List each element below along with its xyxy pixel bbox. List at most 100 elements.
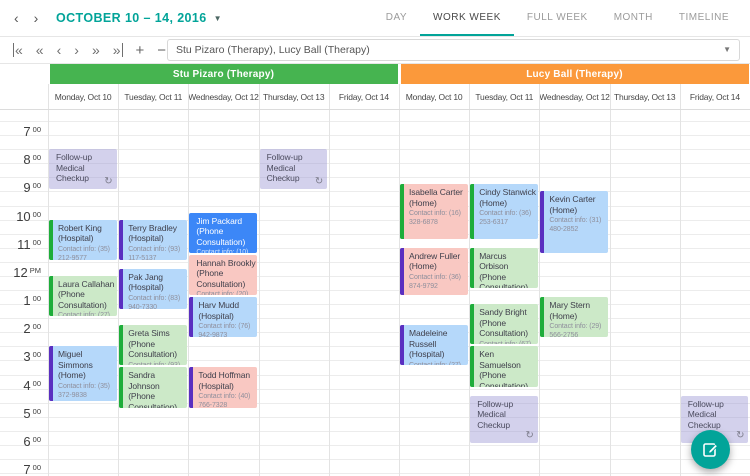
appointment[interactable]: Laura Callahan (Phone Consultation) Conta… — [49, 275, 117, 317]
appointment[interactable]: Miguel Simmons (Home) Contact info: (35) … — [49, 346, 117, 401]
tab-full-week[interactable]: FULL WEEK — [526, 12, 588, 23]
appointment[interactable]: Terry Bradley (Hospital) Contact info: (9… — [119, 219, 187, 260]
tab-work-week[interactable]: WORK WEEK — [420, 0, 514, 36]
appointment-status-strip — [189, 297, 194, 338]
time-minutes: 00 — [32, 181, 41, 191]
appointment-contact-info: Contact info: (35) 372-9838 — [58, 382, 110, 399]
appointment[interactable]: Isabella Carter (Home) Contact info: (16)… — [400, 184, 468, 239]
grid-line — [118, 84, 120, 476]
appointment-title: Pak Jang (Hospital) — [128, 271, 164, 293]
appointment-status-strip — [470, 184, 475, 239]
appointment-status-strip — [119, 268, 124, 310]
appointment[interactable]: Mary Stern (Home) Contact info: (29) 566-… — [540, 297, 609, 338]
appointment-contact-info: Contact info: (35) 212-9577 — [58, 245, 110, 260]
tab-month[interactable]: MONTH — [613, 12, 653, 23]
go-to-start-icon[interactable]: « — [13, 42, 23, 58]
appointment-status-strip — [540, 191, 545, 253]
grid-line — [0, 473, 750, 475]
appointment-contact-info: Contact info: (40) 766-7328 — [198, 393, 251, 408]
time-label: 7 00 — [0, 123, 41, 139]
time-hour: 6 — [23, 433, 31, 449]
resource-filter-select[interactable]: Stu Pizaro (Therapy), Lucy Ball (Therapy… — [167, 39, 740, 61]
appointment-status-strip — [470, 346, 475, 387]
appointment-contact-info: Contact info: (27) — [58, 312, 110, 317]
appointment[interactable]: Marcus Orbison (Phone Consultation)Conta… — [470, 247, 538, 288]
grid-line — [0, 332, 750, 334]
appointment-status-strip — [400, 325, 404, 366]
recurrence-icon: ↻ — [525, 429, 534, 441]
appointment[interactable]: Ken Samuelson (Phone Consultation)Contac… — [470, 346, 538, 387]
appointment[interactable]: Cindy Stanwick (Home) Contact info: (36) … — [470, 184, 538, 239]
appointment-status-strip — [119, 219, 124, 260]
appointment-contact-info: Contact info: (29) 566-2756 — [549, 323, 602, 338]
grid-line — [0, 290, 750, 292]
step-forward-icon[interactable]: › — [74, 42, 79, 58]
time-minutes: 00 — [32, 125, 41, 134]
appointment-status-strip — [119, 325, 124, 366]
grid-line — [0, 261, 750, 263]
grid-line — [0, 191, 750, 193]
appointment[interactable]: Follow-up Medical Checkup ↻ — [259, 149, 328, 190]
time-label: 4 00 — [0, 377, 41, 393]
day-header: Wednesday, Oct 12 — [539, 91, 610, 102]
fast-backward-icon[interactable]: « — [35, 42, 44, 58]
appointment-title: Follow-up Medical Checkup — [266, 152, 303, 184]
new-appointment-fab[interactable] — [691, 430, 730, 469]
go-to-end-icon[interactable]: » — [112, 42, 123, 58]
appointment-title: Marcus Orbison (Phone Consultation) — [479, 250, 528, 288]
grid-line — [0, 304, 750, 306]
appointment[interactable]: Todd Hoffman (Hospital) Contact info: (40… — [189, 367, 258, 408]
time-hour: 8 — [23, 152, 31, 168]
appointment[interactable]: Harv Mudd (Hospital) Contact info: (76) 9… — [189, 297, 258, 338]
zoom-in-icon[interactable]: + — [135, 41, 145, 59]
appointment[interactable]: Robert King (Hospital) Contact info: (35)… — [49, 219, 117, 260]
tab-timeline[interactable]: TIMELINE — [678, 12, 729, 23]
appointment[interactable]: Jim Packard (Phone Consultation) Contact … — [189, 212, 258, 253]
appointment-title: Andrew Fuller (Home) — [409, 250, 461, 272]
grid-line — [609, 84, 611, 476]
appointment-title: Madeleine Russell (Hospital) — [409, 328, 448, 360]
grid-line — [0, 163, 750, 165]
time-label: 2 00 — [0, 320, 41, 336]
appointment[interactable]: Hannah Brookly (Phone Consultation) Conta… — [189, 254, 258, 296]
appointment-title: Sandy Bright (Phone Consultation) — [479, 307, 528, 339]
day-header: Friday, Oct 14 — [338, 91, 389, 102]
date-range-selector[interactable]: OCTOBER 10 – 14, 2016 ▼ — [56, 0, 222, 36]
grid-line — [0, 402, 750, 404]
appointment-title: Cindy Stanwick (Home) — [479, 187, 536, 208]
appointment-contact-info: Contact info: (31) 480-2852 — [549, 217, 602, 234]
time-hour: 7 — [23, 124, 31, 139]
appointment[interactable]: Kevin Carter (Home) Contact info: (31) 48… — [540, 191, 609, 253]
appointment[interactable]: Sandy Bright (Phone Consultation) Contact… — [470, 304, 538, 345]
appointment[interactable]: Pak Jang (Hospital) Contact info: (83) 94… — [119, 268, 187, 310]
appointment[interactable]: Andrew Fuller (Home) Contact info: (36) 8… — [400, 247, 468, 296]
grid-line — [0, 121, 750, 122]
appointment[interactable]: Follow-up Medical Checkup ↻ — [680, 395, 749, 443]
grid-line — [328, 84, 330, 476]
appointment-title: Miguel Simmons (Home) — [58, 349, 93, 381]
time-label: 8 00 — [0, 151, 41, 168]
next-week-icon[interactable]: › — [33, 10, 39, 26]
previous-week-icon[interactable]: ‹ — [14, 10, 19, 26]
fast-forward-icon[interactable]: » — [91, 42, 100, 58]
time-hour: 7 — [23, 462, 31, 476]
appointment-title: Follow-up Medical Checkup — [687, 398, 724, 430]
time-label: 7 00 — [0, 461, 41, 476]
header-bar: ‹ › OCTOBER 10 – 14, 2016 ▼ DAY WORK WEEK… — [0, 0, 750, 37]
appointment-title: Robert King (Hospital) — [58, 222, 102, 244]
appointment[interactable]: Madeleine Russell (Hospital) Contact info… — [400, 325, 468, 366]
appointment[interactable]: Greta Sims (Phone Consultation) Contact i… — [119, 325, 187, 366]
appointment-title: Sandra Johnson (Phone Consultation) — [128, 370, 177, 408]
step-back-icon[interactable]: ‹ — [56, 42, 62, 58]
tab-day[interactable]: DAY — [385, 12, 408, 23]
zoom-out-icon[interactable]: − — [157, 41, 167, 59]
appointment-contact-info: Contact info: (16) 328-6878 — [409, 210, 461, 227]
appointment[interactable]: Follow-up Medical Checkup ↻ — [49, 149, 117, 190]
appointment[interactable]: Sandra Johnson (Phone Consultation)Conta… — [119, 367, 187, 408]
appointment[interactable]: Follow-up Medical Checkup ↻ — [470, 395, 538, 443]
appointment-title: Terry Bradley (Hospital) — [128, 222, 177, 244]
appointment-status-strip — [49, 346, 53, 401]
time-minutes: 00 — [32, 434, 41, 444]
time-label: 11 00 — [0, 236, 41, 252]
chevron-down-icon: ▼ — [723, 45, 731, 54]
